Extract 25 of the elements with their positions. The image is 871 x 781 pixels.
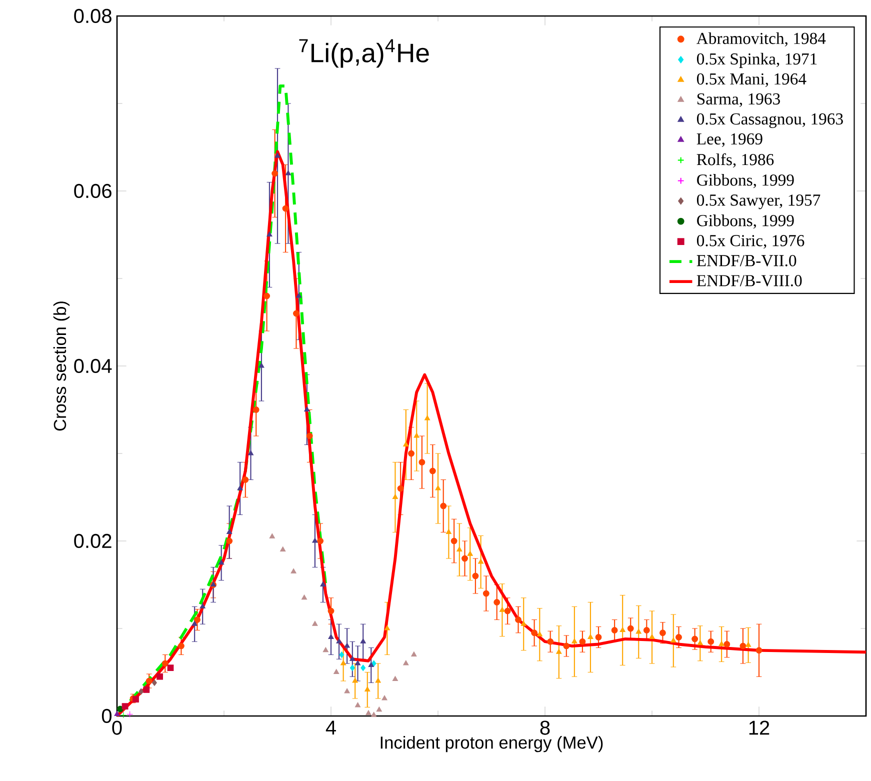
legend-label: ENDF/B-VII.0 xyxy=(696,255,796,266)
legend-label: Abramovitch, 1984 xyxy=(696,32,826,46)
legend-label: ENDF/B-VIII.0 xyxy=(696,275,802,286)
y-tick-label: 0.02 xyxy=(74,534,112,548)
x-tick-label: 0 xyxy=(112,720,122,735)
y-tick-label: 0 xyxy=(102,708,112,724)
legend-label: Rolfs, 1986 xyxy=(696,153,774,168)
y-tick-label: 0.04 xyxy=(74,358,112,374)
legend-label: Gibbons, 1999 xyxy=(697,214,794,229)
legend-label: 0.5x Mani, 1964 xyxy=(696,73,806,88)
text: $^{7}$Li(p,a)$^{4}$He xyxy=(299,39,429,68)
legend-label: 0.5x Cassagnou, 1963 xyxy=(696,113,843,128)
x-tick-label: 8 xyxy=(540,720,550,735)
legend-label: 0.5x Spinka, 1971 xyxy=(696,52,817,68)
legend-label: Gibbons, 1999 xyxy=(697,174,794,188)
y-axis-title: Cross section (b) xyxy=(53,302,70,431)
y-tick-label: 0.08 xyxy=(74,8,112,24)
legend-label: 0.5x Ciric, 1976 xyxy=(696,235,804,249)
legend-label: Sarma, 1963 xyxy=(697,93,780,107)
x-tick-label: 4 xyxy=(326,720,336,734)
x-axis-title: Incident proton energy (MeV) xyxy=(380,736,603,752)
y-tick-label: 0.06 xyxy=(74,184,112,198)
x-tick-label: 12 xyxy=(749,720,770,735)
legend-label: Lee, 1969 xyxy=(696,133,762,147)
legend-label: 0.5x Sawyer, 1957 xyxy=(696,194,820,210)
